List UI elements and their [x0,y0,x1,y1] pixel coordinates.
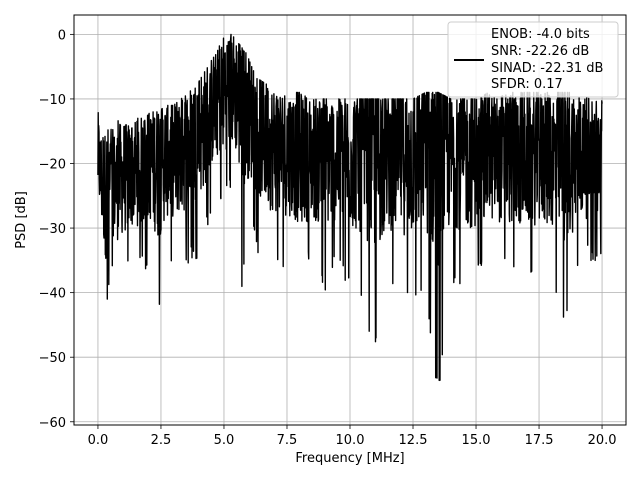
x-tick-label: 7.5 [277,433,298,448]
x-tick-label: 20.0 [588,433,617,448]
y-tick-label: −20 [39,158,66,173]
x-tick-label: 10.0 [336,433,365,448]
legend-sinad: SINAD: -22.31 dB [491,61,603,76]
y-tick-label: −60 [39,416,66,431]
psd-trace [97,33,603,382]
x-tick-label: 15.0 [462,433,491,448]
axis-ticks: 0.0 2.5 5.0 7.5 10.0 12.5 15.0 17.5 20.0 0 −10 −20 −… [39,28,617,448]
y-tick-label: −50 [39,351,66,366]
y-tick-label: 0 [58,28,66,43]
y-tick-label: −40 [39,287,66,302]
legend-enob: ENOB: -4.0 bits [491,27,590,42]
legend-box [447,21,619,98]
legend-snr: SNR: -22.26 dB [491,44,589,59]
legend: ENOB: -4.0 bits SNR: -22.26 dB SINAD: -2… [447,21,619,98]
y-axis-label: PSD [dB] [14,191,29,249]
y-tick-label: −30 [39,222,66,237]
legend-sfdr: SFDR: 0.17 [491,77,563,92]
x-tick-label: 2.5 [151,433,172,448]
y-tick-label: −10 [39,93,66,108]
x-tick-label: 17.5 [525,433,554,448]
x-tick-label: 12.5 [399,433,428,448]
x-tick-label: 5.0 [214,433,235,448]
x-axis-label: Frequency [MHz] [295,451,404,466]
x-tick-label: 0.0 [88,433,109,448]
psd-line [97,33,603,382]
